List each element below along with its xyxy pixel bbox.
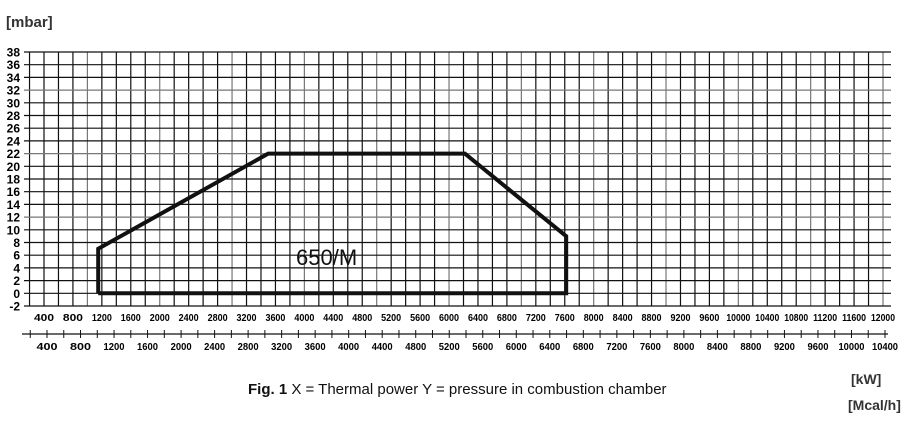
- svg-text:8800: 8800: [740, 342, 761, 353]
- svg-text:1200: 1200: [104, 342, 125, 353]
- svg-text:800: 800: [63, 313, 84, 324]
- svg-text:18: 18: [7, 173, 21, 187]
- svg-text:4000: 4000: [338, 342, 359, 353]
- x-axis-primary-unit: [kW]: [851, 371, 882, 387]
- svg-text:4800: 4800: [352, 313, 372, 324]
- svg-text:7600: 7600: [555, 313, 575, 324]
- svg-text:7200: 7200: [526, 313, 546, 324]
- svg-text:8400: 8400: [613, 313, 633, 324]
- svg-text:7600: 7600: [640, 342, 661, 353]
- svg-text:2000: 2000: [171, 342, 192, 353]
- svg-text:10000: 10000: [838, 342, 864, 353]
- svg-text:4: 4: [13, 261, 20, 275]
- svg-text:10000: 10000: [726, 313, 750, 324]
- svg-text:9200: 9200: [670, 313, 690, 324]
- svg-text:3600: 3600: [305, 342, 326, 353]
- svg-text:5200: 5200: [439, 342, 460, 353]
- svg-text:4000: 4000: [294, 313, 314, 324]
- svg-text:28: 28: [7, 109, 21, 123]
- svg-text:6000: 6000: [439, 313, 459, 324]
- svg-text:16: 16: [7, 185, 21, 199]
- svg-text:8800: 8800: [642, 313, 662, 324]
- svg-text:2400: 2400: [204, 342, 225, 353]
- grid-lines: [24, 51, 891, 307]
- svg-text:10: 10: [7, 223, 21, 237]
- svg-text:400: 400: [37, 342, 59, 353]
- svg-text:1600: 1600: [121, 313, 141, 324]
- svg-text:11200: 11200: [813, 313, 837, 324]
- figure-caption: Fig. 1 X = Thermal power Y = pressure in…: [248, 381, 667, 398]
- svg-text:26: 26: [7, 122, 21, 136]
- svg-text:20: 20: [7, 160, 21, 174]
- svg-text:34: 34: [7, 71, 21, 85]
- svg-text:6400: 6400: [468, 313, 488, 324]
- svg-text:6800: 6800: [497, 313, 517, 324]
- svg-text:8000: 8000: [584, 313, 604, 324]
- svg-text:7200: 7200: [606, 342, 627, 353]
- x-axis-primary-ticks: 400 800 1200 1600 2000 2400 2800 3200 3600 4000 44…: [34, 313, 895, 324]
- svg-text:0: 0: [13, 287, 20, 301]
- svg-text:3600: 3600: [265, 313, 285, 324]
- svg-text:3200: 3200: [271, 342, 292, 353]
- svg-text:2800: 2800: [238, 342, 259, 353]
- svg-text:2400: 2400: [179, 313, 199, 324]
- x-axis-secondary-ticks: 400 800 1200 1600 2000 2400 2800 3200 3600 4000 44…: [22, 330, 898, 353]
- svg-text:5600: 5600: [410, 313, 430, 324]
- svg-text:8000: 8000: [673, 342, 694, 353]
- svg-text:-2: -2: [9, 300, 20, 314]
- figure-number: Fig. 1: [248, 381, 288, 398]
- svg-text:2: 2: [13, 274, 20, 288]
- svg-text:12: 12: [7, 211, 21, 225]
- svg-text:4400: 4400: [372, 342, 393, 353]
- svg-text:6400: 6400: [539, 342, 560, 353]
- svg-text:36: 36: [7, 58, 21, 72]
- svg-text:5200: 5200: [381, 313, 401, 324]
- svg-text:14: 14: [7, 198, 21, 212]
- svg-text:30: 30: [7, 96, 21, 110]
- svg-text:11600: 11600: [842, 313, 866, 324]
- svg-text:8: 8: [13, 236, 20, 250]
- svg-text:10800: 10800: [784, 313, 808, 324]
- svg-text:9600: 9600: [807, 342, 828, 353]
- svg-text:800: 800: [70, 342, 92, 353]
- operating-range-polygon: [96, 151, 569, 296]
- figure-caption-text: X = Thermal power Y = pressure in combus…: [291, 381, 667, 398]
- svg-text:2000: 2000: [150, 313, 170, 324]
- svg-text:32: 32: [7, 84, 21, 98]
- svg-text:12000: 12000: [871, 313, 895, 324]
- svg-text:1600: 1600: [137, 342, 158, 353]
- svg-text:6800: 6800: [573, 342, 594, 353]
- svg-text:9200: 9200: [774, 342, 795, 353]
- x-axis-secondary-unit: [Mcal/h]: [848, 397, 901, 413]
- svg-text:9600: 9600: [699, 313, 719, 324]
- svg-text:400: 400: [34, 313, 55, 324]
- svg-text:24: 24: [7, 134, 21, 148]
- svg-text:6000: 6000: [506, 342, 527, 353]
- svg-text:3200: 3200: [237, 313, 257, 324]
- svg-text:6: 6: [13, 249, 20, 263]
- svg-text:22: 22: [7, 147, 21, 161]
- svg-text:10400: 10400: [872, 342, 898, 353]
- svg-text:4400: 4400: [323, 313, 343, 324]
- svg-text:1200: 1200: [92, 313, 112, 324]
- svg-text:10400: 10400: [755, 313, 779, 324]
- series-label: 650/M: [296, 245, 357, 270]
- svg-text:4800: 4800: [405, 342, 426, 353]
- svg-text:38: 38: [7, 46, 21, 60]
- y-axis-label: [mbar]: [6, 14, 53, 31]
- svg-text:2800: 2800: [208, 313, 228, 324]
- svg-text:8400: 8400: [707, 342, 728, 353]
- svg-text:5600: 5600: [472, 342, 493, 353]
